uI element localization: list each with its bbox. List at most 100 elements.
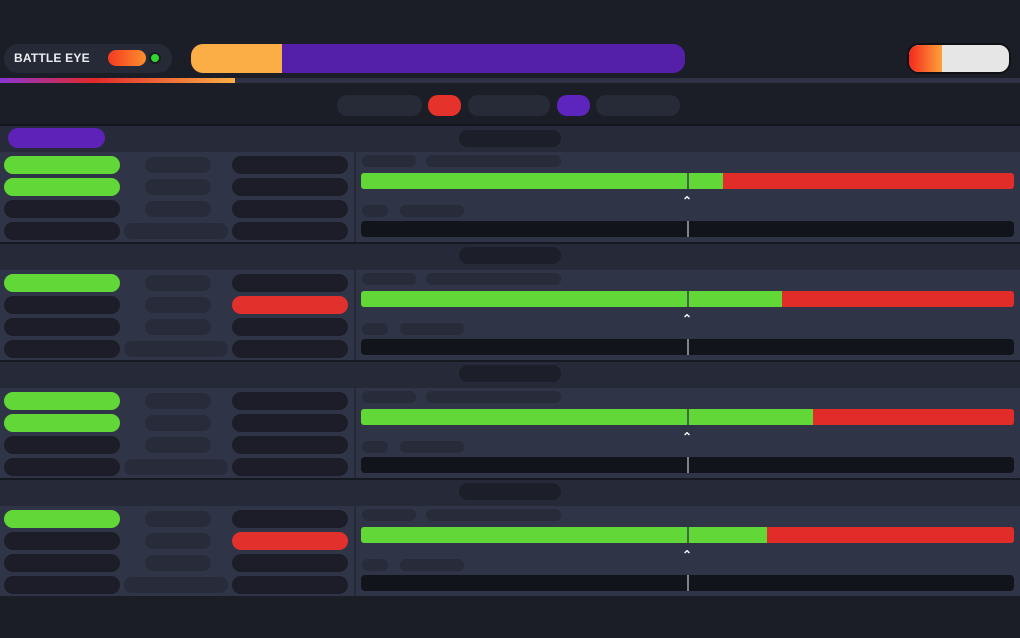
group-divider [354, 152, 356, 242]
balance-bar-midline [687, 173, 689, 189]
value-placeholder [145, 157, 211, 173]
sub-label-placeholder [362, 559, 388, 571]
left-status-pill[interactable] [4, 554, 120, 572]
right-status-pill[interactable] [232, 576, 348, 594]
left-status-pill[interactable] [4, 392, 120, 410]
right-status-pill[interactable] [232, 274, 348, 292]
right-status-pill[interactable] [232, 532, 348, 550]
right-status-pill[interactable] [232, 318, 348, 336]
load-track [0, 78, 1020, 83]
group-title-placeholder [459, 365, 561, 382]
group-divider [354, 270, 356, 360]
left-status-pill[interactable] [4, 156, 120, 174]
sub-caption-placeholder [400, 323, 464, 335]
status-dot-icon [149, 52, 161, 64]
right-status-pill[interactable] [232, 222, 348, 240]
intensity-slider[interactable] [907, 43, 1011, 74]
value-placeholder [145, 555, 211, 571]
secondary-bar-midline [687, 457, 689, 473]
right-status-pill[interactable] [232, 554, 348, 572]
right-status-pill[interactable] [232, 178, 348, 196]
value-placeholder [145, 297, 211, 313]
left-status-pill[interactable] [4, 436, 120, 454]
left-status-pill[interactable] [4, 510, 120, 528]
secondary-bar [361, 575, 1014, 591]
bar-caption-placeholder [426, 509, 561, 521]
summary-placeholder [124, 223, 228, 239]
left-status-pill[interactable] [4, 532, 120, 550]
right-status-pill[interactable] [232, 414, 348, 432]
left-status-pill[interactable] [4, 296, 120, 314]
right-status-pill[interactable] [232, 510, 348, 528]
sub-caption-placeholder [400, 441, 464, 453]
filter-pill-3[interactable] [596, 95, 680, 116]
brand-label: BATTLE EYE [14, 51, 90, 65]
balance-bar-midline [687, 291, 689, 307]
right-status-pill[interactable] [232, 200, 348, 218]
right-status-pill[interactable] [232, 458, 348, 476]
value-placeholder [145, 511, 211, 527]
balance-bar [361, 409, 1014, 425]
right-status-pill[interactable] [232, 296, 348, 314]
slider-fill [909, 45, 942, 72]
bar-caption-placeholder [426, 273, 561, 285]
filter-pill-red[interactable] [428, 95, 461, 116]
sub-caption-placeholder [400, 205, 464, 217]
left-status-pill[interactable] [4, 340, 120, 358]
filter-pill-1[interactable] [337, 95, 422, 116]
left-status-pill[interactable] [4, 576, 120, 594]
bar-caption-placeholder [426, 391, 561, 403]
caret-up-icon: ⌃ [681, 194, 693, 208]
right-status-pill[interactable] [232, 392, 348, 410]
left-status-pill[interactable] [4, 200, 120, 218]
filter-pill-purple[interactable] [557, 95, 590, 116]
right-status-pill[interactable] [232, 340, 348, 358]
caret-up-icon: ⌃ [681, 430, 693, 444]
bar-label-placeholder [362, 509, 416, 521]
bar-label-placeholder [362, 273, 416, 285]
bar-caption-placeholder [426, 155, 561, 167]
left-status-pill[interactable] [4, 222, 120, 240]
secondary-bar-midline [687, 575, 689, 591]
summary-placeholder [124, 459, 228, 475]
brand-toggle[interactable] [108, 50, 146, 66]
group-divider [354, 388, 356, 478]
secondary-bar-midline [687, 221, 689, 237]
summary-placeholder [124, 577, 228, 593]
right-status-pill[interactable] [232, 156, 348, 174]
left-status-pill[interactable] [4, 458, 120, 476]
balance-bar-green [361, 409, 813, 425]
sub-label-placeholder [362, 323, 388, 335]
secondary-bar-midline [687, 339, 689, 355]
footer [0, 598, 1020, 638]
brand-badge: BATTLE EYE [4, 44, 172, 73]
balance-bar [361, 291, 1014, 307]
sub-label-placeholder [362, 441, 388, 453]
left-status-pill[interactable] [4, 318, 120, 336]
value-placeholder [145, 437, 211, 453]
summary-placeholder [124, 341, 228, 357]
value-placeholder [145, 201, 211, 217]
bar-label-placeholder [362, 391, 416, 403]
right-status-pill[interactable] [232, 436, 348, 454]
caret-up-icon: ⌃ [681, 548, 693, 562]
balance-bar-green [361, 527, 768, 543]
section-tag[interactable] [8, 128, 105, 148]
caret-up-icon: ⌃ [681, 312, 693, 326]
filter-pill-2[interactable] [468, 95, 550, 116]
left-status-pill[interactable] [4, 178, 120, 196]
secondary-bar [361, 221, 1014, 237]
group-title-placeholder [459, 247, 561, 264]
value-placeholder [145, 319, 211, 335]
left-status-pill[interactable] [4, 414, 120, 432]
value-placeholder [145, 533, 211, 549]
sub-label-placeholder [362, 205, 388, 217]
balance-bar-green [361, 291, 782, 307]
group-title-placeholder [459, 483, 561, 500]
value-placeholder [145, 415, 211, 431]
bar-label-placeholder [362, 155, 416, 167]
balance-bar-green [361, 173, 723, 189]
sub-caption-placeholder [400, 559, 464, 571]
left-status-pill[interactable] [4, 274, 120, 292]
